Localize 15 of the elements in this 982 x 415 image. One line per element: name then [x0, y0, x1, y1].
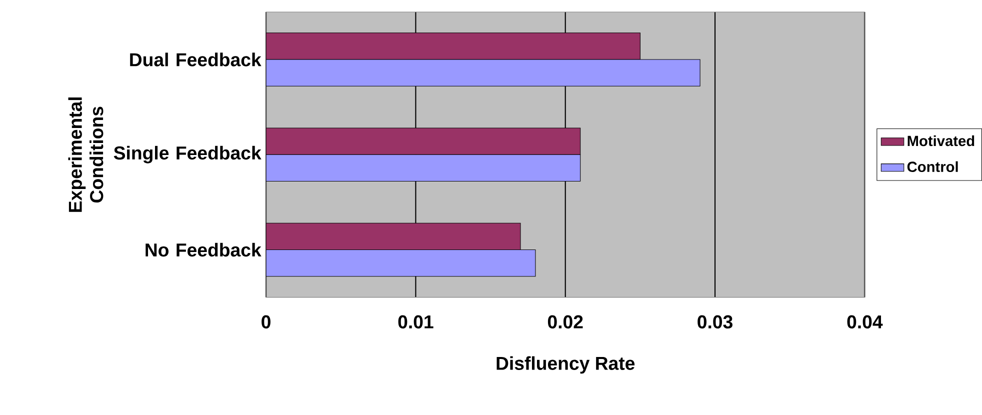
y-tick-label: Single Feedback: [114, 146, 262, 164]
bar: [266, 59, 700, 86]
bar: [266, 249, 536, 277]
x-axis-title: Disfluency Rate: [496, 356, 635, 374]
legend-label: Motivated: [908, 135, 974, 146]
x-tick-label: 0.02: [548, 315, 583, 328]
bar: [266, 154, 581, 182]
x-tick-label: 0: [262, 315, 270, 328]
y-axis-title: Experimental Conditions: [68, 97, 104, 212]
x-tick-label: 0.01: [398, 315, 434, 328]
y-tick-label: No Feedback: [146, 242, 262, 257]
legend-label: Control: [907, 161, 958, 172]
x-tick-label: 0.03: [698, 315, 732, 329]
y-tick-label: Dual Feedback: [130, 52, 262, 66]
x-tick-label: 0.04: [847, 315, 883, 328]
